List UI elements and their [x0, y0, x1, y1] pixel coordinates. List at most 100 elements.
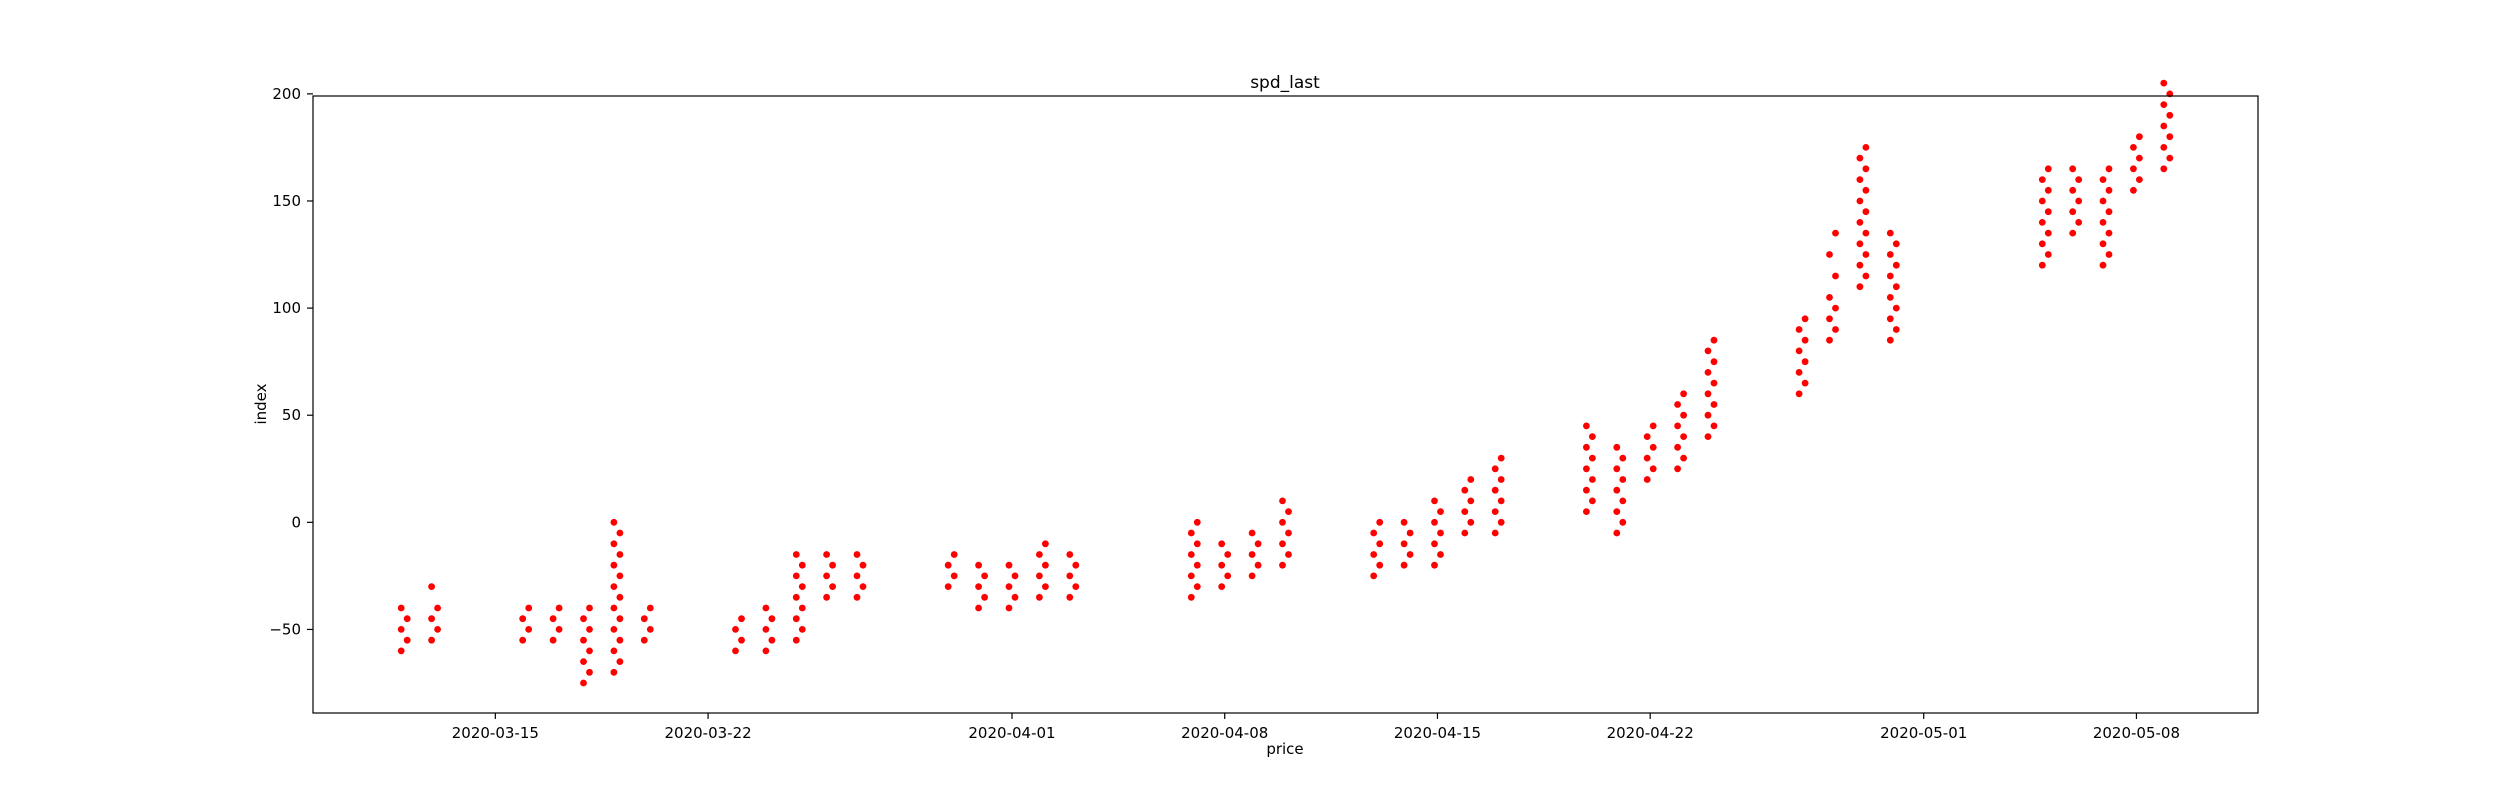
data-point [1254, 561, 1262, 569]
data-point [1801, 358, 1809, 366]
data-point [1497, 497, 1505, 505]
data-point [580, 636, 587, 644]
data-point [1832, 229, 1839, 237]
data-point [859, 561, 867, 569]
data-point [1832, 272, 1839, 280]
y-tick-label: 0 [291, 513, 301, 531]
data-point [1826, 294, 1833, 301]
data-point [1826, 336, 1833, 344]
data-points [397, 79, 2174, 687]
data-point [580, 679, 587, 687]
data-point [1619, 518, 1627, 526]
data-point [525, 626, 533, 633]
data-point [1285, 529, 1292, 537]
data-point [1193, 540, 1201, 548]
data-point [2136, 176, 2143, 184]
data-point [2136, 133, 2143, 141]
data-point [1704, 369, 1712, 376]
data-point [1704, 411, 1712, 419]
data-point [1437, 529, 1444, 537]
data-point [950, 572, 958, 580]
data-point [2105, 165, 2113, 173]
data-point [2044, 186, 2052, 194]
data-point [1248, 572, 1256, 580]
data-point [1643, 433, 1651, 440]
data-point [1187, 529, 1195, 537]
data-point [859, 583, 867, 590]
data-point [1400, 561, 1408, 569]
data-point [1886, 336, 1894, 344]
y-axis-title: index [252, 383, 270, 424]
data-point [1832, 326, 1839, 333]
data-point [2069, 165, 2077, 173]
data-point [853, 551, 861, 558]
data-point [1862, 144, 1870, 151]
data-point [549, 615, 557, 623]
data-point [2136, 154, 2143, 162]
data-point [1036, 593, 1043, 601]
data-point [580, 615, 587, 623]
data-point [944, 561, 952, 569]
data-point [1801, 336, 1809, 344]
data-point [1497, 476, 1505, 483]
data-point [738, 615, 745, 623]
data-point [2130, 144, 2137, 151]
data-point [2044, 229, 2052, 237]
data-point [434, 604, 441, 612]
data-point [2044, 251, 2052, 258]
data-point [1649, 465, 1657, 473]
data-point [1193, 518, 1201, 526]
data-point [1704, 433, 1712, 440]
data-point [2038, 219, 2046, 226]
data-point [1066, 593, 1074, 601]
data-point [798, 626, 806, 633]
data-point [1856, 219, 1864, 226]
data-point [616, 593, 624, 601]
data-point [1370, 529, 1378, 537]
x-axis-title: price [1266, 740, 1303, 758]
data-point [1674, 443, 1681, 451]
x-tick-label: 2020-04-15 [1394, 724, 1481, 742]
data-point [829, 583, 836, 590]
data-point [616, 529, 624, 537]
data-point [2069, 186, 2077, 194]
data-point [1461, 529, 1469, 537]
data-point [738, 636, 745, 644]
data-point [1674, 401, 1681, 408]
data-point [1862, 186, 1870, 194]
data-point [1892, 304, 1900, 312]
data-point [768, 636, 776, 644]
data-point [2160, 165, 2168, 173]
data-point [1862, 165, 1870, 173]
data-point [1589, 497, 1596, 505]
data-point [1072, 583, 1080, 590]
data-point [762, 626, 770, 633]
data-point [1279, 518, 1286, 526]
data-point [2099, 176, 2107, 184]
data-point [1376, 518, 1384, 526]
data-point [975, 604, 982, 612]
data-point [1583, 508, 1590, 515]
data-point [1801, 315, 1809, 323]
data-point [1461, 486, 1469, 494]
data-point [1461, 508, 1469, 515]
data-point [1613, 465, 1621, 473]
data-point [2075, 176, 2083, 184]
data-point [1376, 540, 1384, 548]
data-point [1892, 240, 1900, 248]
data-point [1674, 422, 1681, 430]
data-point [1406, 529, 1414, 537]
data-point [1801, 379, 1809, 387]
data-point [1649, 443, 1657, 451]
data-point [1892, 283, 1900, 291]
data-point [1892, 261, 1900, 269]
data-point [1431, 518, 1438, 526]
data-point [586, 604, 593, 612]
data-point [1795, 390, 1803, 398]
data-point [2038, 261, 2046, 269]
data-point [981, 572, 988, 580]
data-point [1826, 315, 1833, 323]
data-point [1467, 476, 1475, 483]
x-tick-label: 2020-05-01 [1880, 724, 1967, 742]
